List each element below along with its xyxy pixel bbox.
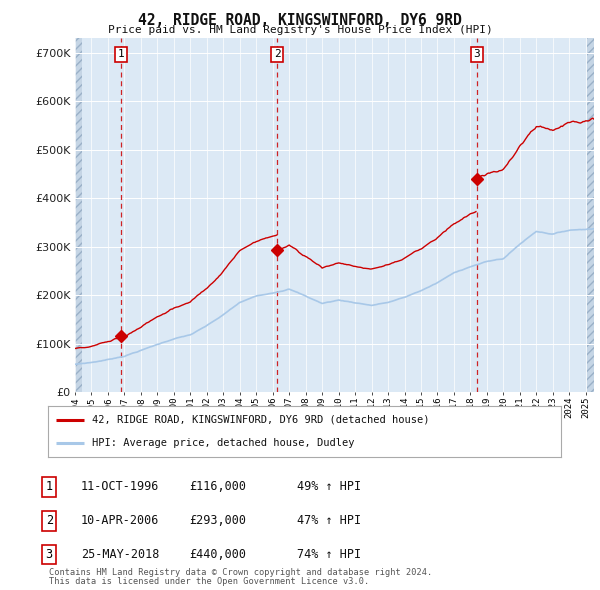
Text: £116,000: £116,000 (189, 480, 246, 493)
Text: 49% ↑ HPI: 49% ↑ HPI (297, 480, 361, 493)
Text: £440,000: £440,000 (189, 548, 246, 561)
Text: HPI: Average price, detached house, Dudley: HPI: Average price, detached house, Dudl… (92, 438, 354, 448)
Text: Contains HM Land Registry data © Crown copyright and database right 2024.: Contains HM Land Registry data © Crown c… (49, 568, 433, 577)
Text: 10-APR-2006: 10-APR-2006 (81, 514, 160, 527)
Text: 2: 2 (46, 514, 53, 527)
Text: 1: 1 (46, 480, 53, 493)
Text: 42, RIDGE ROAD, KINGSWINFORD, DY6 9RD: 42, RIDGE ROAD, KINGSWINFORD, DY6 9RD (138, 13, 462, 28)
Text: Price paid vs. HM Land Registry's House Price Index (HPI): Price paid vs. HM Land Registry's House … (107, 25, 493, 35)
Text: 11-OCT-1996: 11-OCT-1996 (81, 480, 160, 493)
Text: 3: 3 (473, 50, 480, 59)
Text: 74% ↑ HPI: 74% ↑ HPI (297, 548, 361, 561)
Text: 3: 3 (46, 548, 53, 561)
Text: £293,000: £293,000 (189, 514, 246, 527)
Bar (587, 38, 594, 392)
Text: 1: 1 (118, 50, 124, 59)
Text: 25-MAY-2018: 25-MAY-2018 (81, 548, 160, 561)
Text: 42, RIDGE ROAD, KINGSWINFORD, DY6 9RD (detached house): 42, RIDGE ROAD, KINGSWINFORD, DY6 9RD (d… (92, 415, 429, 425)
Text: 2: 2 (274, 50, 281, 59)
Bar (75, 38, 82, 392)
Text: 47% ↑ HPI: 47% ↑ HPI (297, 514, 361, 527)
Text: This data is licensed under the Open Government Licence v3.0.: This data is licensed under the Open Gov… (49, 578, 370, 586)
